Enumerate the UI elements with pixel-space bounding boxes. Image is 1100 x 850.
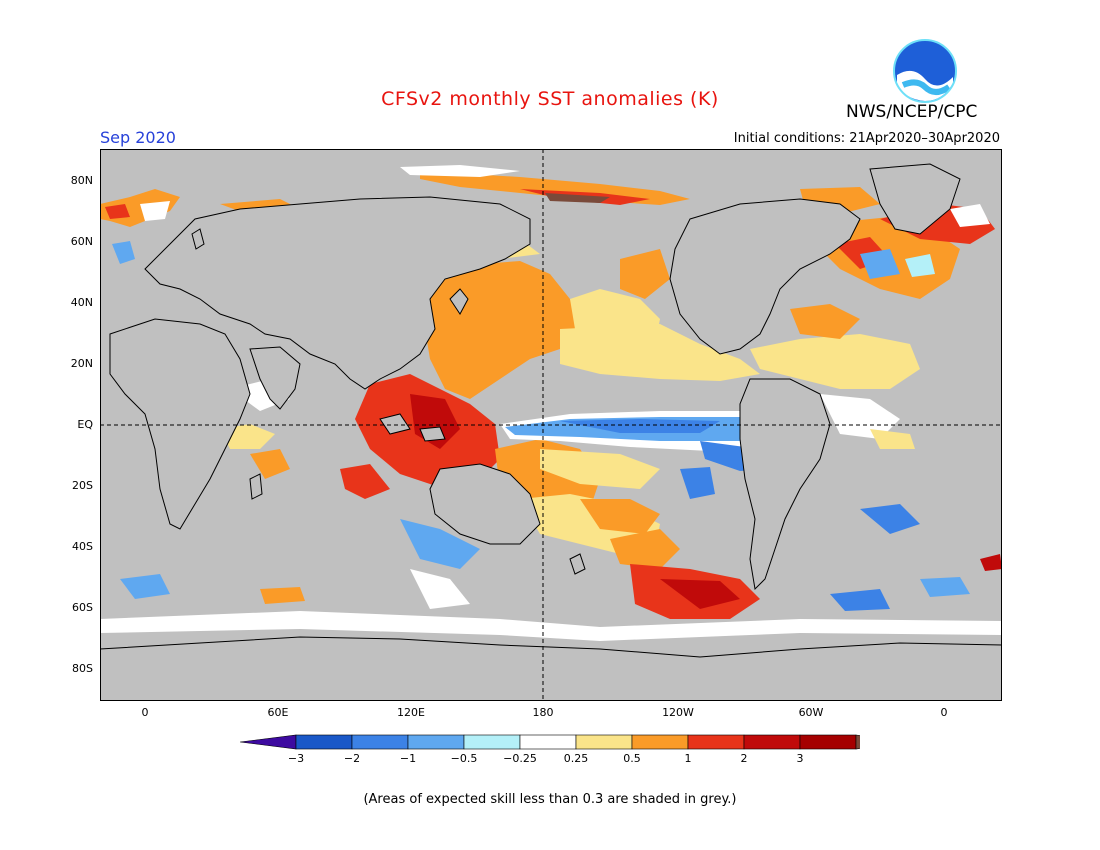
colorbar-segment — [351, 734, 409, 750]
sst-anomaly-map — [100, 149, 1002, 701]
lon-label-120e: 120E — [397, 706, 425, 719]
colorbar-tick-label: −2 — [343, 752, 361, 765]
colorbar-tick-label: −3 — [287, 752, 305, 765]
colorbar-tick-label: 0.25 — [563, 752, 589, 765]
colorbar-segment — [463, 734, 521, 750]
lat-label-80n: 80N — [70, 174, 93, 187]
lat-label-60s: 60S — [72, 601, 93, 614]
colorbar-tick-label: −0.25 — [503, 752, 537, 765]
colorbar-tick-label: −0.5 — [450, 752, 478, 765]
lat-label-40n: 40N — [70, 296, 93, 309]
colorbar-segment — [799, 734, 857, 750]
lat-label-eq: EQ — [77, 418, 93, 431]
lat-label-20s: 20S — [72, 479, 93, 492]
colorbar-segment — [687, 734, 745, 750]
colorbar-tick-label: 0.5 — [623, 752, 641, 765]
chart-title: CFSv2 monthly SST anomalies (K) — [381, 88, 719, 110]
continents — [100, 163, 1002, 701]
initial-conditions-label: Initial conditions: 21Apr2020–30Apr2020 — [733, 131, 1000, 146]
skill-note: (Areas of expected skill less than 0.3 a… — [363, 792, 737, 807]
colorbar-segment — [407, 734, 465, 750]
lon-label-60w: 60W — [798, 706, 824, 719]
agency-label: NWS/NCEP/CPC — [846, 102, 978, 122]
colorbar-segment — [295, 734, 353, 750]
colorbar-segment — [743, 734, 801, 750]
colorbar-tick-label: 3 — [796, 752, 804, 765]
lon-label-0-left: 0 — [141, 706, 149, 719]
month-label: Sep 2020 — [100, 128, 176, 147]
lat-label-80s: 80S — [72, 662, 93, 675]
lat-label-60n: 60N — [70, 235, 93, 248]
lon-label-120w: 120W — [662, 706, 694, 719]
colorbar-segment — [519, 734, 577, 750]
colorbar-segment — [631, 734, 689, 750]
lon-label-60e: 60E — [267, 706, 289, 719]
colorbar-tick-label: 1 — [684, 752, 692, 765]
colorbar-min-arrow — [240, 734, 297, 750]
colorbar-max-arrow — [855, 734, 860, 750]
lon-label-180: 180 — [532, 706, 554, 719]
colorbar-tick-label: 2 — [740, 752, 748, 765]
colorbar — [240, 734, 860, 750]
colorbar-segment — [575, 734, 633, 750]
reference-lines — [100, 149, 1002, 701]
colorbar-tick-label: −1 — [399, 752, 417, 765]
lon-label-0-right: 0 — [940, 706, 948, 719]
noaa-logo — [893, 39, 957, 103]
lat-label-40s: 40S — [72, 540, 93, 553]
lat-label-20n: 20N — [70, 357, 93, 370]
